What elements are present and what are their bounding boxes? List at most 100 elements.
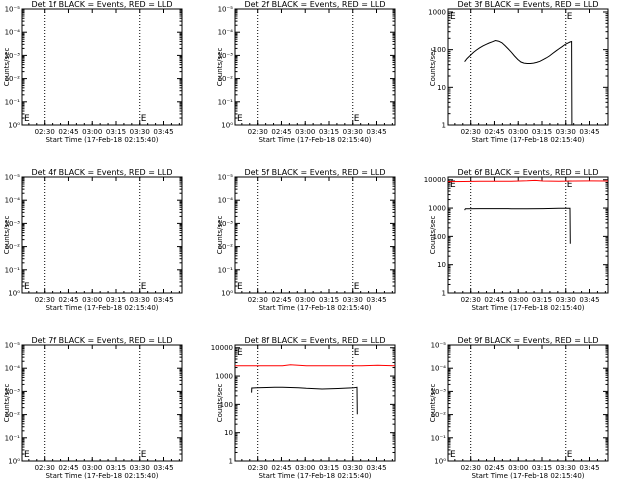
- y-tick-label: 100: [433, 233, 446, 241]
- event-marker-label: E: [141, 114, 147, 124]
- x-tick-label: 03:45: [153, 464, 173, 472]
- x-tick-label: 03:15: [319, 464, 339, 472]
- y-tick-label: 10⁻⁵: [5, 6, 21, 14]
- y-tick-label: 10⁻²: [431, 411, 447, 419]
- y-tick-label: 10: [437, 84, 446, 92]
- x-tick-label: 02:30: [35, 464, 55, 472]
- panel-title: Det 4f BLACK = Events, RED = LLD: [31, 168, 172, 177]
- series-line-1: [235, 364, 396, 367]
- x-tick-label: 02:45: [271, 128, 291, 136]
- x-tick-label: 02:45: [271, 296, 291, 304]
- y-tick-label: 10⁻²: [5, 243, 21, 251]
- y-tick-label: 10⁻⁵: [5, 342, 21, 350]
- y-tick-label: 10000: [424, 176, 446, 184]
- y-axis-label: Counts/sec: [3, 216, 11, 255]
- x-tick-label: 03:30: [556, 464, 576, 472]
- y-tick-label: 1: [229, 458, 233, 466]
- y-tick-label: 10⁻²: [218, 75, 234, 83]
- x-tick-label: 03:45: [153, 296, 173, 304]
- x-tick-label: 03:15: [319, 128, 339, 136]
- panel-4: Det 4f BLACK = Events, RED = LLD 02:30 02:…: [3, 168, 183, 312]
- panel-title: Det 7f BLACK = Events, RED = LLD: [31, 336, 172, 345]
- event-marker-label: E: [354, 348, 360, 358]
- x-tick-label: 02:30: [248, 128, 268, 136]
- x-tick-label: 03:45: [366, 464, 386, 472]
- event-marker-label: E: [567, 12, 573, 22]
- y-tick-label: 10⁻⁴: [5, 29, 21, 37]
- y-axis-label: Counts/sec: [216, 384, 224, 423]
- y-tick-label: 10⁻³: [5, 52, 21, 60]
- y-tick-label: 10⁰: [8, 458, 20, 466]
- x-tick-label: 03:30: [130, 128, 150, 136]
- event-marker-label: E: [237, 348, 243, 358]
- event-marker-label: E: [450, 12, 456, 22]
- y-tick-label: 10⁻²: [5, 75, 21, 83]
- event-marker-label: E: [567, 180, 573, 190]
- plot-frame: [21, 176, 183, 294]
- y-tick-label: 10⁻⁵: [218, 6, 234, 14]
- y-axis-label: Counts/sec: [216, 216, 224, 255]
- panel-title: Det 3f BLACK = Events, RED = LLD: [457, 0, 598, 9]
- y-tick-label: 10⁰: [221, 290, 233, 298]
- x-tick-label: 02:30: [461, 296, 481, 304]
- x-tick-label: 02:30: [35, 128, 55, 136]
- event-marker-label: E: [450, 450, 456, 460]
- x-axis-label: Start Time (17-Feb-18 02:15:40): [45, 136, 158, 144]
- y-axis-label: Counts/sec: [429, 216, 437, 255]
- x-axis-label: Start Time (17-Feb-18 02:15:40): [258, 136, 371, 144]
- y-tick-label: 10: [437, 261, 446, 269]
- x-tick-label: 03:00: [295, 296, 315, 304]
- x-tick-label: 03:45: [579, 296, 599, 304]
- x-tick-label: 02:30: [461, 128, 481, 136]
- y-tick-label: 10⁻⁴: [431, 365, 447, 373]
- x-tick-label: 03:00: [82, 128, 102, 136]
- event-marker-label: E: [354, 282, 360, 292]
- x-axis-label: Start Time (17-Feb-18 02:15:40): [471, 472, 584, 480]
- panel-9: Det 9f BLACK = Events, RED = LLD 02:30 02:…: [429, 336, 609, 480]
- series-line-1: [447, 179, 609, 183]
- plot-frame: [21, 344, 183, 462]
- y-tick-label: 1000: [428, 8, 446, 16]
- x-tick-label: 03:45: [153, 128, 173, 136]
- panel-1: Det 1f BLACK = Events, RED = LLD 02:30 02:…: [3, 0, 183, 144]
- y-tick-label: 10000: [211, 344, 233, 352]
- x-tick-label: 03:15: [532, 296, 552, 304]
- event-marker-label: E: [450, 180, 456, 190]
- y-axis-label: Counts/sec: [216, 48, 224, 87]
- event-marker-label: E: [237, 114, 243, 124]
- x-tick-label: 03:45: [579, 464, 599, 472]
- x-tick-label: 03:15: [106, 296, 126, 304]
- series-line-2: [251, 386, 358, 415]
- y-tick-label: 10⁻³: [431, 388, 447, 396]
- y-tick-label: 1: [442, 122, 446, 130]
- panel-title: Det 6f BLACK = Events, RED = LLD: [457, 168, 598, 177]
- event-marker-label: E: [24, 450, 30, 460]
- y-tick-label: 10⁰: [8, 290, 20, 298]
- x-tick-label: 02:30: [248, 464, 268, 472]
- y-tick-label: 10⁻²: [218, 243, 234, 251]
- panel-5: Det 5f BLACK = Events, RED = LLD 02:30 02:…: [216, 168, 396, 312]
- event-marker-label: E: [567, 450, 573, 460]
- y-tick-label: 10⁻⁵: [431, 342, 447, 350]
- event-marker-label: E: [237, 282, 243, 292]
- y-axis-label: Counts/sec: [429, 384, 437, 423]
- event-marker-label: E: [141, 450, 147, 460]
- x-tick-label: 03:00: [295, 128, 315, 136]
- x-tick-label: 02:30: [248, 296, 268, 304]
- y-tick-label: 1000: [215, 373, 233, 381]
- plot-frame: [447, 176, 609, 294]
- series-line-2: [464, 207, 571, 244]
- plot-frame: [447, 8, 609, 126]
- x-tick-label: 03:00: [508, 464, 528, 472]
- x-tick-label: 02:45: [58, 296, 78, 304]
- x-tick-label: 02:45: [484, 128, 504, 136]
- y-tick-label: 10⁻³: [5, 388, 21, 396]
- plot-frame: [447, 344, 609, 462]
- y-tick-label: 10⁻⁴: [218, 29, 234, 37]
- y-tick-label: 10⁻¹: [218, 98, 234, 106]
- x-tick-label: 03:45: [579, 128, 599, 136]
- y-tick-label: 10⁻⁴: [5, 365, 21, 373]
- y-tick-label: 10⁻¹: [5, 98, 21, 106]
- x-axis-label: Start Time (17-Feb-18 02:15:40): [258, 472, 371, 480]
- x-tick-label: 02:30: [461, 464, 481, 472]
